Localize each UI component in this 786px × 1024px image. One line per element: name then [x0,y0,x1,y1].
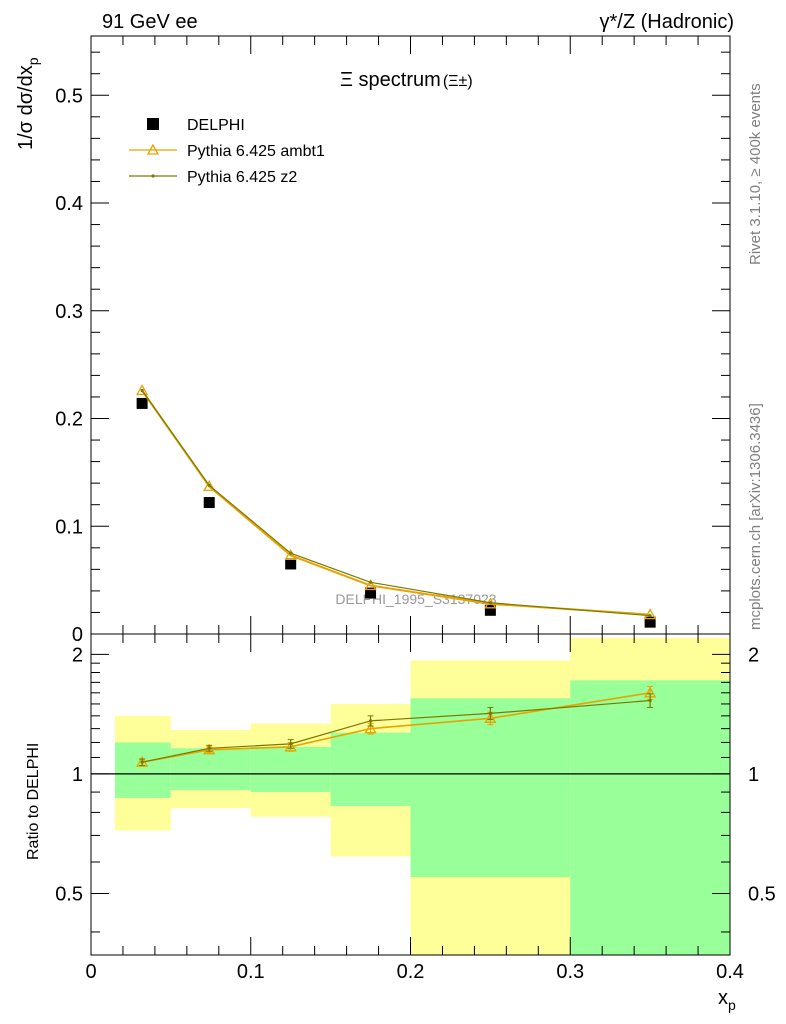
mc-point-dot [488,601,492,605]
ratio-point-dot [488,711,492,716]
mc-point-triangle [284,549,297,560]
y-tick-label: 0.1 [55,516,83,538]
mc-point-dot [289,551,293,555]
mc-point-dot [368,580,373,584]
uncertainty-band-green [250,746,331,793]
delphi-point [484,604,496,616]
delphi-point [365,587,377,599]
ratio-y-tick-label-right: 0.5 [748,883,776,905]
ratio-line [141,692,651,764]
mc-point-triangle [364,579,377,591]
mc-point-triangle [644,608,657,620]
header-energy: 91 GeV ee [102,11,198,33]
uncertainty-band-green [114,742,171,798]
legend-label: DELPHI [187,117,245,134]
y-axis-title: 1/σ dσ/dxp [15,57,41,150]
ratio-point-dot [648,698,652,703]
header-process: γ*/Z (Hadronic) [600,11,734,33]
x-tick-label: 0.1 [237,961,265,983]
mc-point-dot [140,388,144,393]
mc-point-dot [207,483,211,487]
y-tick-label: 0.4 [55,193,83,215]
ratio-y-tick-label-right: 2 [748,644,759,666]
legend: DELPHI Pythia 6.425 ambt1 Pythia 6.425 z2 [129,117,325,186]
mc-line [141,389,651,616]
mcplots-info: mcplots.cern.ch [arXiv:1306.3436] [747,403,764,630]
ratio-point-dot [207,746,211,750]
mc-point-dot [648,614,652,618]
legend-marker-triangle [146,143,160,155]
ratio-point-triangle [364,722,377,734]
x-axis-title: xp [718,987,736,1013]
ratio-y-tick-label: 0.5 [55,883,83,905]
legend-marker-delphi [147,118,159,130]
legend-label: Pythia 6.425 z2 [187,169,297,186]
chart-title: Ξ spectrum (Ξ±) [340,69,473,91]
delphi-point [136,397,148,409]
ratio-point-dot [289,742,293,746]
legend-marker-dot [151,174,155,178]
main-panel: 0 0.1 0.2 0.3 0.4 0.5 1/σ dσ/dxp Ξ spectrum (Ξ±)… [15,35,731,646]
ratio-y-tick-label: 2 [72,644,83,666]
delphi-point [644,616,656,628]
ratio-y-tick-label-right: 1 [748,764,759,786]
legend-label: Pythia 6.425 ambt1 [187,143,325,160]
ratio-line [141,699,651,763]
uncertainty-band-green [330,732,411,807]
ratio-point-dot [368,719,373,723]
delphi-point [285,558,297,570]
x-tick-label: 0.4 [716,961,744,983]
uncertainty-band-green [170,748,251,791]
y-tick-label: 0.3 [55,301,83,323]
ratio-point-triangle [284,740,297,752]
y-tick-label: 0 [72,624,83,646]
ratio-panel: 0.5 0.5 1 1 2 2 0 0.1 0.2 0.3 0.4 Ratio to DELPHI xp [25,633,776,1013]
ratio-y-tick-label: 1 [72,764,83,786]
ratio-y-axis-title: Ratio to DELPHI [25,743,42,860]
mc-point-triangle [203,480,216,492]
x-tick-label: 0.2 [397,961,425,983]
ratio-point-triangle [484,711,497,723]
x-tick-label: 0 [85,961,96,983]
y-tick-label: 0.2 [55,409,83,431]
delphi-point [203,497,215,509]
ratio-point-dot [140,760,144,764]
mc-point-triangle [136,384,149,396]
uncertainty-band-green [570,680,730,955]
rivet-info: Rivet 3.1.10, ≥ 400k events [747,83,764,265]
y-tick-label: 0.5 [55,85,83,107]
x-tick-label: 0.3 [556,961,584,983]
mc-line [141,390,651,617]
uncertainty-band-green [410,698,571,878]
